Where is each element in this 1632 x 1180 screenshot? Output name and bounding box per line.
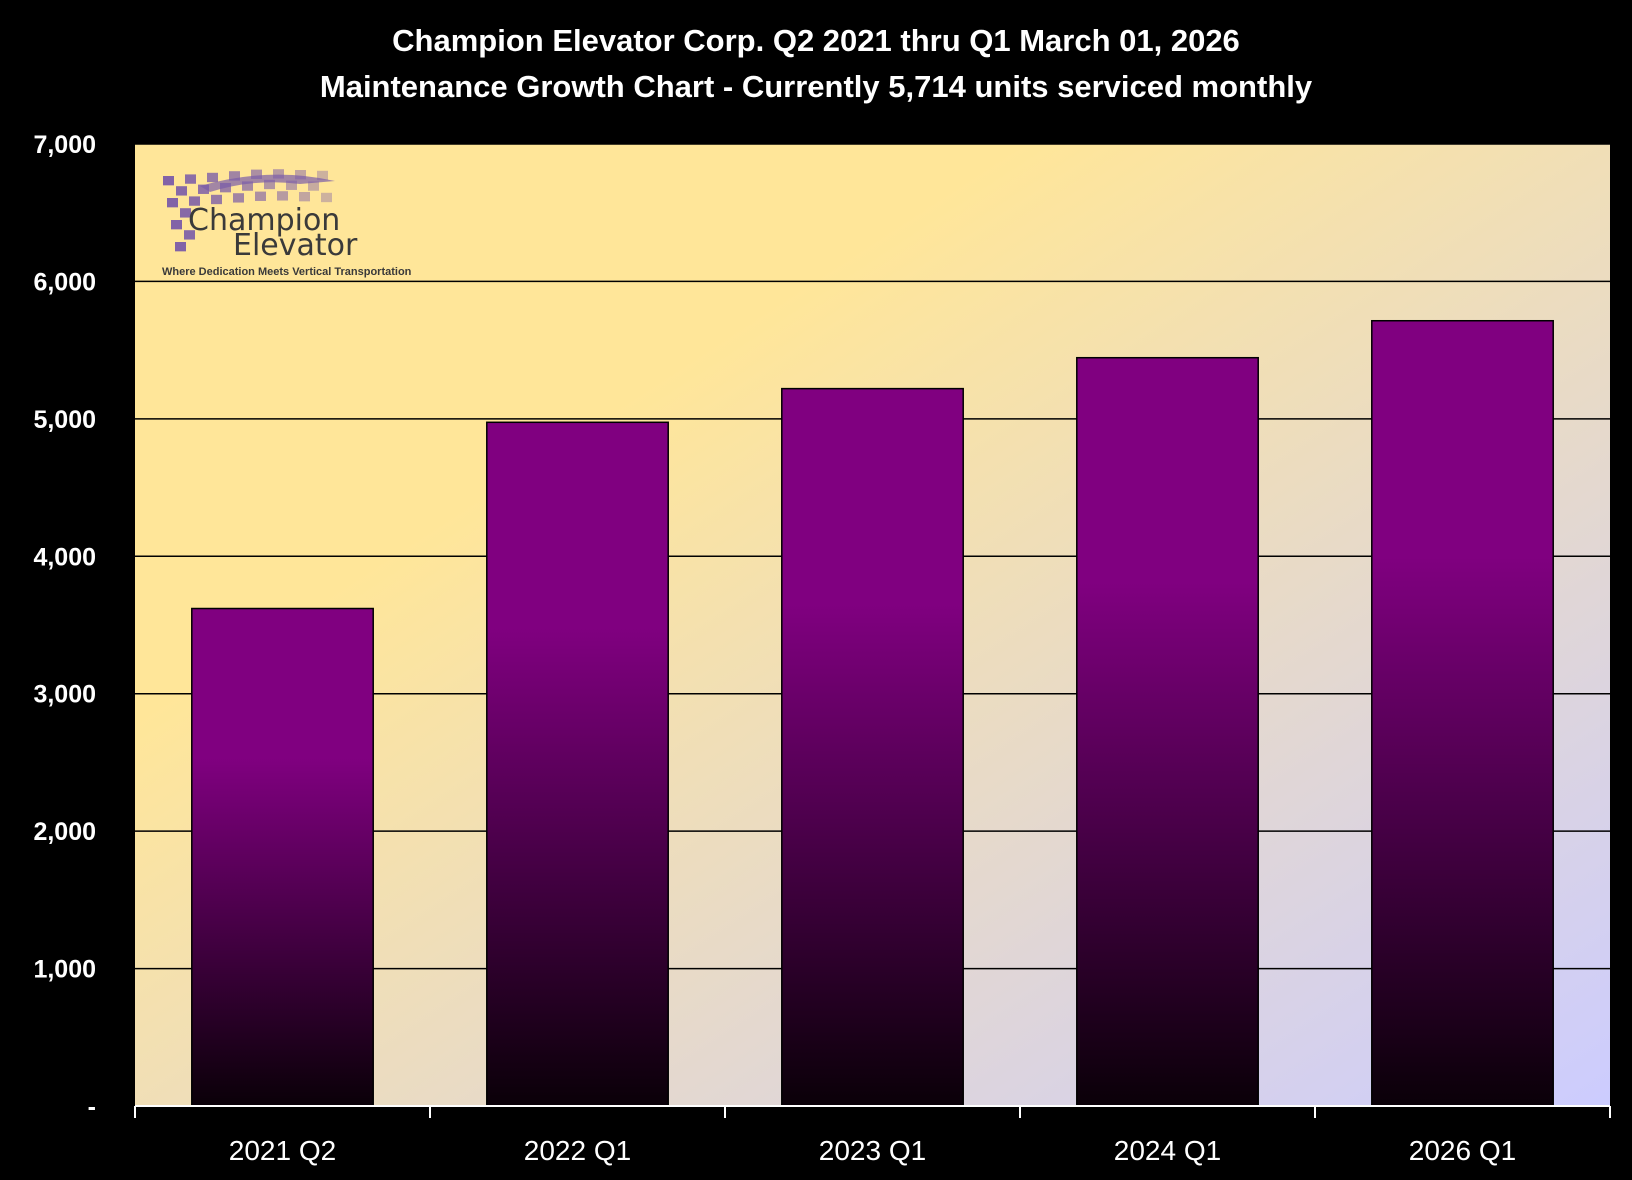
checker-square xyxy=(180,208,191,218)
axes xyxy=(134,1105,1611,1118)
y-tick-label: 1,000 xyxy=(33,956,96,984)
checker-square xyxy=(286,180,297,190)
checker-square xyxy=(251,169,262,179)
checker-square xyxy=(163,176,174,186)
y-tick-label: 5,000 xyxy=(33,406,96,434)
chart-title: Champion Elevator Corp. Q2 2021 thru Q1 … xyxy=(392,23,1240,58)
y-tick-label: 2,000 xyxy=(33,818,96,846)
x-tick-label: 2021 Q2 xyxy=(229,1135,336,1166)
logo-line1: Champion xyxy=(188,203,340,238)
y-axis-ticks: - 1,000 2,000 3,000 4,000 5,000 6,000 7,000 xyxy=(33,131,96,1121)
bar-2021-q2 xyxy=(191,607,374,1107)
checker-square xyxy=(233,193,244,203)
checker-square xyxy=(299,192,310,202)
y-tick-label: 7,000 xyxy=(33,131,96,159)
flag-swoosh xyxy=(200,174,335,192)
checker-square xyxy=(171,220,182,230)
x-tick-label: 2026 Q1 xyxy=(1409,1135,1516,1166)
checker-square xyxy=(308,181,319,191)
bar-2024-q1 xyxy=(1076,356,1259,1107)
bars xyxy=(191,319,1554,1107)
checker-square xyxy=(185,174,196,184)
x-tick-label: 2024 Q1 xyxy=(1114,1135,1221,1166)
checker-square xyxy=(211,194,222,205)
checker-square xyxy=(176,186,187,196)
checker-square xyxy=(277,191,288,201)
checker-square xyxy=(167,198,178,208)
x-tick-label: 2023 Q1 xyxy=(819,1135,926,1166)
logo-tagline: Where Dedication Meets Vertical Transpor… xyxy=(162,266,412,278)
bar-2026-q1 xyxy=(1371,319,1554,1107)
checker-square xyxy=(229,171,240,181)
y-tick-label: 6,000 xyxy=(33,268,96,296)
company-logo: Champion Elevator Where Dedication Meets… xyxy=(162,169,412,278)
bar-2022-q1 xyxy=(486,421,669,1107)
logo-line2: Elevator xyxy=(233,228,358,263)
y-tick-label: 3,000 xyxy=(33,681,96,709)
chart-subtitle: Maintenance Growth Chart - Currently 5,7… xyxy=(320,69,1313,104)
checker-square xyxy=(242,181,253,191)
checker-square xyxy=(321,192,332,203)
checker-square xyxy=(295,170,306,180)
checker-square xyxy=(207,172,218,183)
checker-square xyxy=(198,184,209,194)
checker-square xyxy=(264,179,275,190)
y-tick-label: - xyxy=(88,1093,96,1121)
x-axis-ticks: 2021 Q2 2022 Q1 2023 Q1 2024 Q1 2026 Q1 xyxy=(229,1135,1516,1166)
checker-square xyxy=(189,196,200,206)
checker-square xyxy=(317,170,328,181)
checker-square xyxy=(175,242,186,252)
bar-2023-q1 xyxy=(781,387,964,1107)
checker-square xyxy=(255,191,266,201)
checkered-flag-icon xyxy=(163,169,335,252)
x-tick-label: 2022 Q1 xyxy=(524,1135,631,1166)
checker-square xyxy=(184,230,195,240)
y-tick-label: 4,000 xyxy=(33,543,96,571)
checker-square xyxy=(273,169,284,179)
